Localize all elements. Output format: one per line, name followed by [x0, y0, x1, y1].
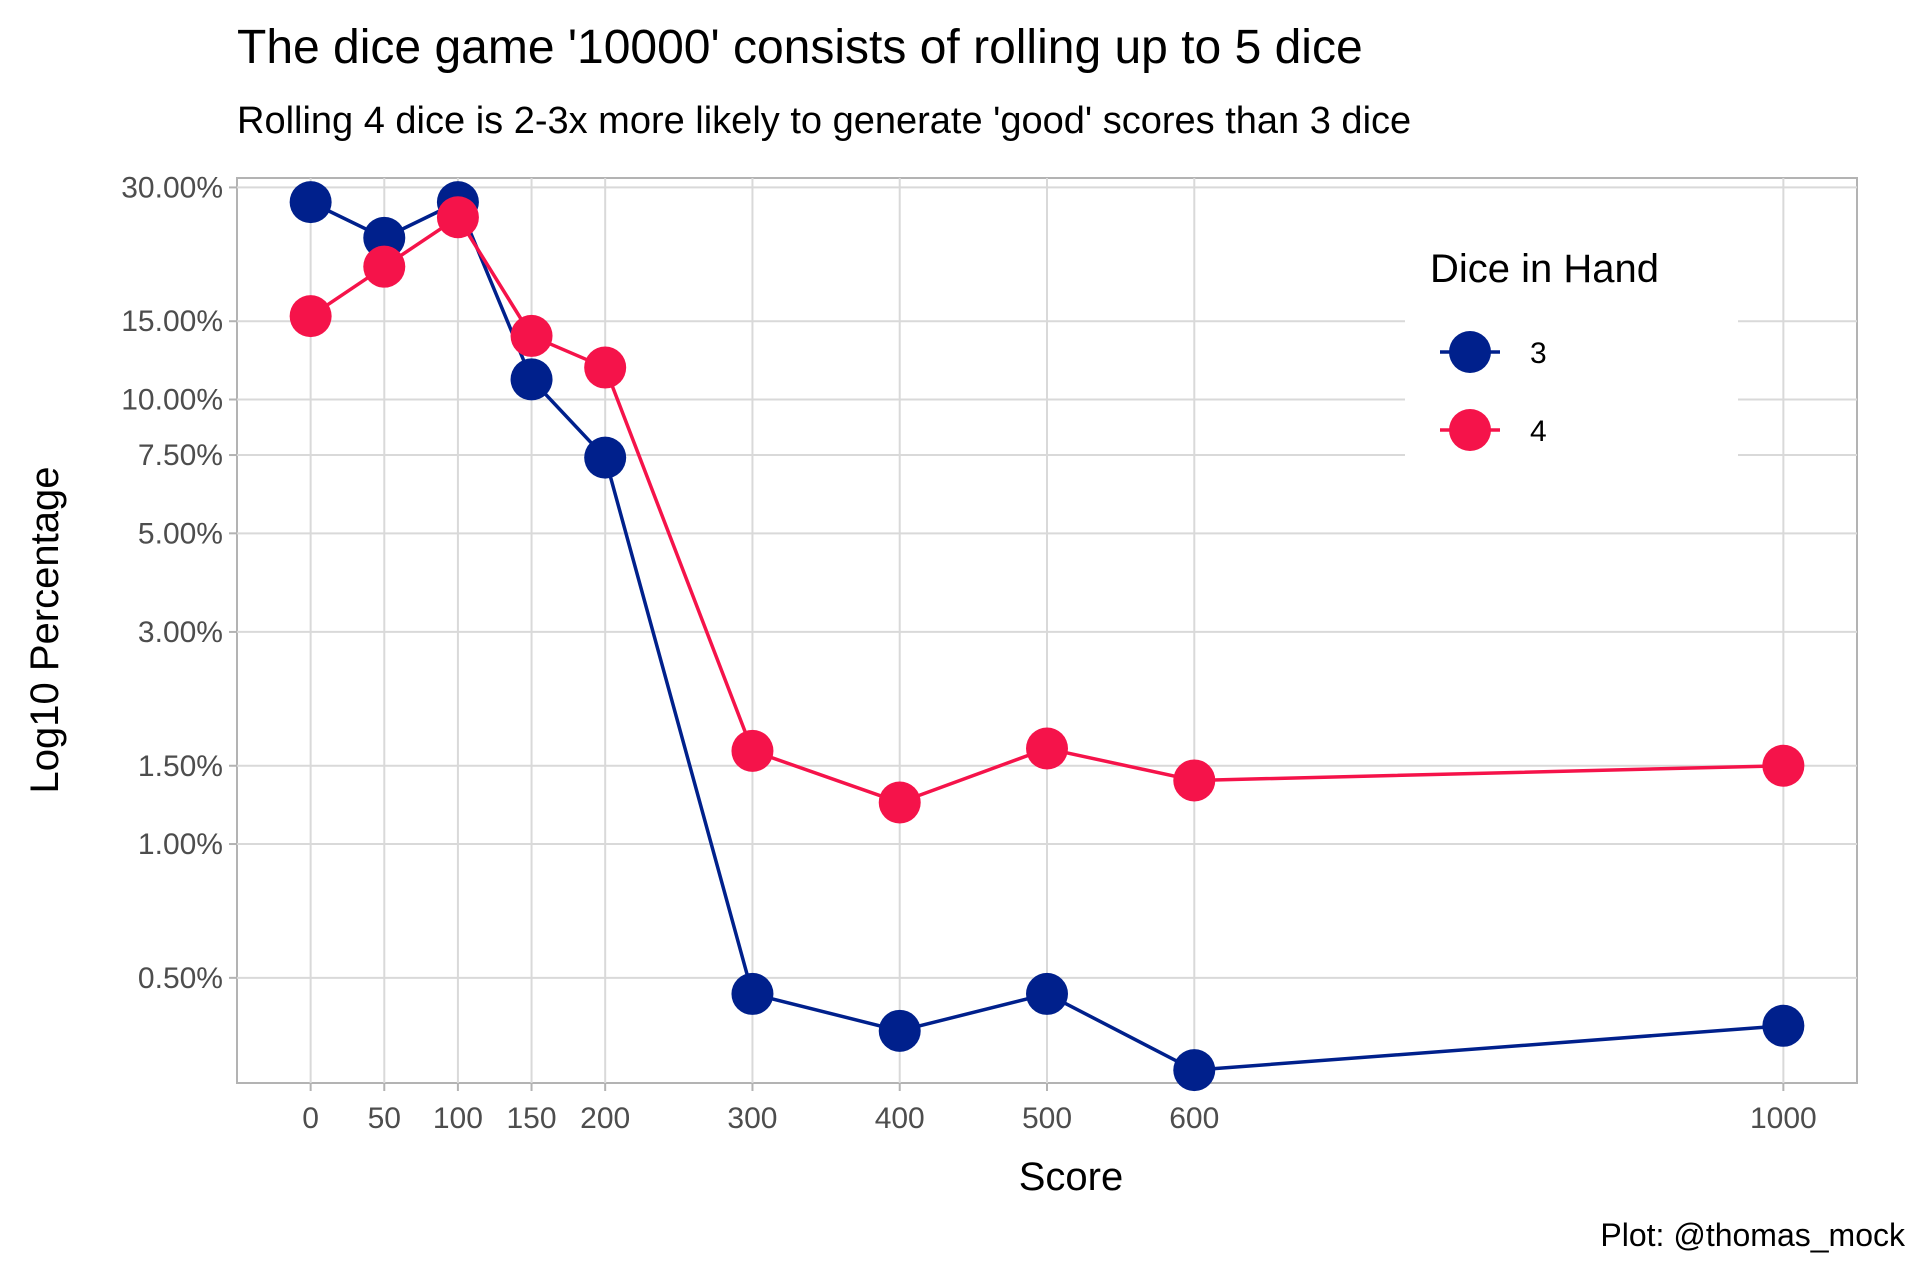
x-tick-labels: 0 50 100 150 200 300 400 500 600 1000 [302, 1083, 1817, 1135]
data-point-3 [363, 216, 406, 259]
y-tick-label: 30.00% [121, 171, 223, 204]
data-point-4 [363, 245, 406, 288]
data-point-4 [584, 346, 627, 389]
data-point-4 [731, 729, 774, 772]
y-tick-label: 0.50% [138, 962, 223, 995]
y-tick-label: 5.00% [138, 517, 223, 550]
series-line-3 [309, 200, 1784, 1072]
x-tick-label: 100 [433, 1102, 483, 1135]
data-point-3 [1173, 1049, 1216, 1092]
data-point-4 [510, 314, 553, 357]
data-point-4 [289, 295, 332, 338]
data-point-4 [1762, 744, 1805, 787]
x-tick-label: 200 [580, 1102, 630, 1135]
data-point-4 [878, 781, 921, 824]
x-gridlines [309, 178, 1785, 1083]
y-tick-label: 7.50% [138, 439, 223, 472]
data-point-4 [1026, 727, 1068, 770]
data-point-4 [1173, 759, 1216, 802]
x-tick-label: 1000 [1750, 1102, 1817, 1135]
legend-label-4: 4 [1530, 415, 1547, 448]
x-tick-label: 600 [1169, 1102, 1219, 1135]
y-tick-label: 1.50% [138, 750, 223, 783]
data-point-3 [289, 181, 332, 224]
data-point-3 [878, 1009, 921, 1052]
data-point-3 [731, 972, 774, 1015]
data-point-3 [510, 358, 553, 401]
legend-title: Dice in Hand [1430, 247, 1659, 291]
y-axis-title: Log10 Percentage [23, 467, 67, 794]
legend-key-point-4 [1449, 409, 1491, 451]
x-tick-label: 150 [507, 1102, 557, 1135]
data-point-3 [1026, 972, 1068, 1015]
x-axis-title: Score [1019, 1155, 1124, 1199]
y-tick-label: 3.00% [138, 616, 223, 649]
data-point-4 [436, 196, 479, 239]
series-points [289, 181, 1805, 1092]
x-tick-label: 0 [302, 1102, 319, 1135]
x-tick-label: 50 [368, 1102, 401, 1135]
x-tick-label: 500 [1022, 1102, 1072, 1135]
plot-caption: Plot: @thomas_mock [1600, 1217, 1905, 1253]
legend-keys: 34 [1440, 331, 1547, 451]
series-line-4 [309, 215, 1784, 805]
legend: Dice in Hand 34 [1405, 232, 1738, 460]
series-lines [309, 200, 1784, 1072]
y-tick-labels: 0.50% 1.00% 1.50% 3.00% 5.00% 7.50% 10.00% 15.0… [121, 171, 237, 995]
y-tick-label: 15.00% [121, 305, 223, 338]
y-tick-label: 1.00% [138, 828, 223, 861]
legend-key-point-3 [1449, 331, 1491, 373]
x-tick-label: 300 [727, 1102, 777, 1135]
y-tick-label: 10.00% [121, 384, 223, 417]
legend-label-3: 3 [1530, 337, 1547, 370]
chart-title: The dice game '10000' consists of rollin… [237, 21, 1363, 74]
data-point-3 [1762, 1004, 1805, 1047]
x-tick-label: 400 [875, 1102, 925, 1135]
chart-subtitle: Rolling 4 dice is 2-3x more likely to ge… [237, 100, 1412, 142]
data-point-3 [584, 436, 627, 479]
